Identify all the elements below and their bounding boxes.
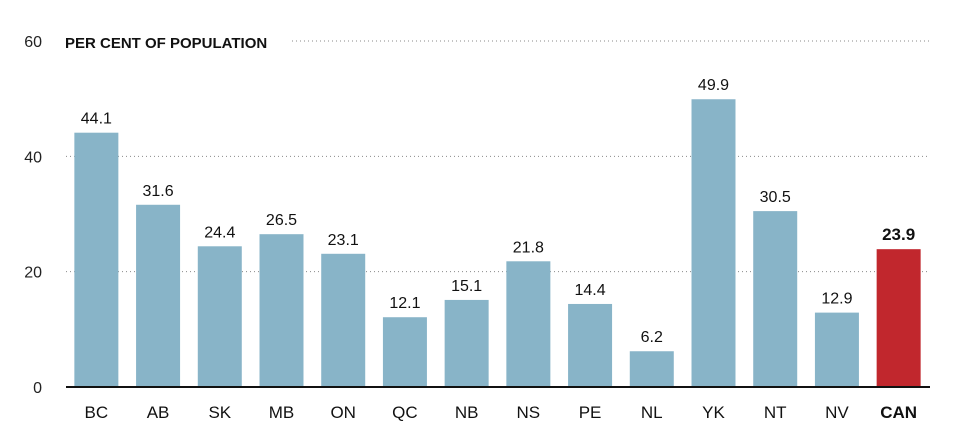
y-tick-label: 60 — [24, 34, 42, 51]
value-label-nl: 6.2 — [641, 329, 663, 346]
value-label-yk: 49.9 — [698, 77, 729, 94]
value-label-mb: 26.5 — [266, 212, 297, 229]
bars — [74, 99, 921, 387]
value-label-ab: 31.6 — [143, 183, 174, 200]
category-label-nt: NT — [764, 403, 787, 422]
category-label-yk: YK — [702, 403, 725, 422]
category-label-on: ON — [330, 403, 356, 422]
value-labels: 44.1 31.6 24.4 26.5 23.1 12.1 15.1 21.8 14.4 6.2 4… — [81, 77, 915, 346]
bar-ab — [136, 204, 181, 387]
bar-nv — [814, 312, 859, 387]
bar-nb — [444, 299, 489, 387]
bar-ns — [506, 261, 551, 387]
bar-sk — [197, 246, 242, 387]
bar-on — [321, 253, 366, 387]
value-label-bc: 44.1 — [81, 111, 112, 128]
y-axis-title: PER CENT OF POPULATION — [65, 35, 267, 52]
y-tick-label: 0 — [33, 380, 42, 397]
category-label-nl: NL — [641, 403, 663, 422]
category-label-nb: NB — [455, 403, 479, 422]
gridlines — [66, 40, 930, 273]
value-label-pe: 14.4 — [575, 282, 606, 299]
value-label-qc: 12.1 — [389, 295, 420, 312]
category-label-mb: MB — [269, 403, 295, 422]
bar-pe — [568, 303, 613, 387]
category-label-qc: QC — [392, 403, 418, 422]
category-label-sk: SK — [208, 403, 231, 422]
bar-bc — [74, 132, 119, 387]
category-label-pe: PE — [579, 403, 602, 422]
category-label-ns: NS — [517, 403, 541, 422]
bar-qc — [382, 317, 427, 387]
bar-nl — [629, 351, 674, 387]
category-label-ab: AB — [147, 403, 170, 422]
value-label-nb: 15.1 — [451, 278, 482, 295]
y-tick-label: 40 — [24, 149, 42, 166]
bar-can — [876, 249, 921, 387]
category-label-bc: BC — [85, 403, 109, 422]
bar-mb — [259, 234, 304, 387]
category-label-nv: NV — [825, 403, 849, 422]
bar-yk — [691, 99, 736, 387]
y-tick-label: 20 — [24, 265, 42, 282]
y-axis-ticks: 0 20 40 60 — [24, 34, 42, 397]
value-label-sk: 24.4 — [204, 224, 235, 241]
value-label-ns: 21.8 — [513, 239, 544, 256]
category-label-can: CAN — [880, 403, 917, 422]
value-label-nv: 12.9 — [821, 291, 852, 308]
value-label-nt: 30.5 — [760, 189, 791, 206]
value-label-on: 23.1 — [328, 232, 359, 249]
value-label-can: 23.9 — [882, 225, 915, 244]
category-labels: BC AB SK MB ON QC NB NS PE NL YK NT NV CAN — [85, 403, 918, 422]
bar-nt — [753, 211, 798, 387]
